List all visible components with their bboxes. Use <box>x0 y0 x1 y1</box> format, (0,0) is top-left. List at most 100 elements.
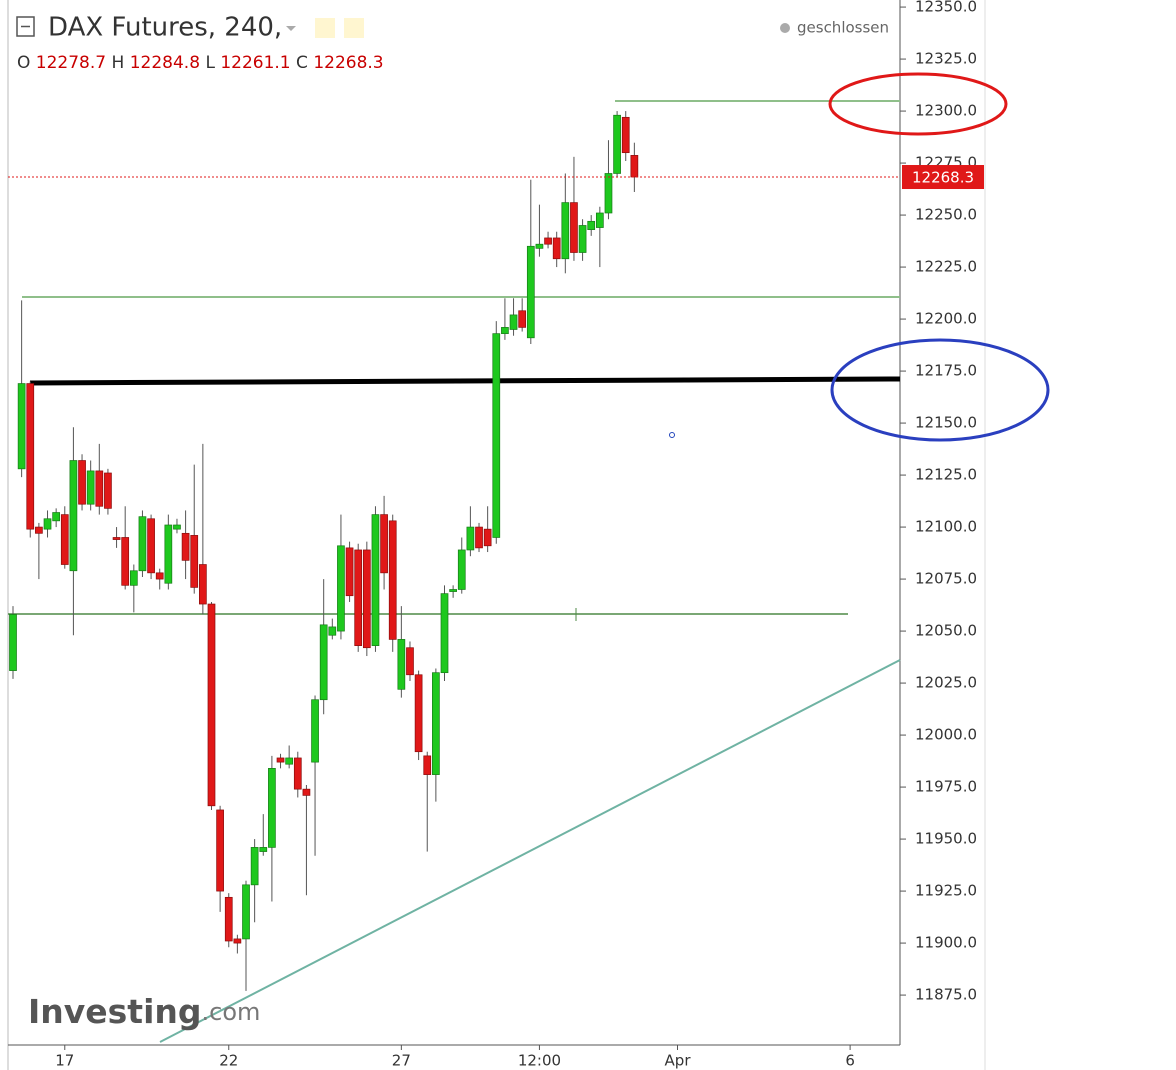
candle-body <box>233 938 242 944</box>
candle-body <box>78 460 86 505</box>
candle-body <box>52 512 61 522</box>
x-tick-label: 17 <box>55 1052 74 1070</box>
logo-suffix: .com <box>202 998 261 1026</box>
candle-body <box>380 514 388 574</box>
last-price-tag <box>902 165 984 190</box>
y-tick-label: 12250.0 <box>915 206 977 224</box>
candle-body <box>630 155 639 178</box>
candle-body <box>595 212 604 228</box>
y-tick-label: 12125.0 <box>915 466 977 484</box>
candle-body <box>95 470 104 507</box>
y-tick-label: 12075.0 <box>915 570 977 588</box>
y-tick-label: 11900.0 <box>915 934 977 952</box>
candle-body <box>518 310 527 328</box>
dropdown-caret[interactable] <box>286 26 296 31</box>
marker <box>669 432 675 438</box>
ohlc-legend: O 12278.7 H 12284.8 L 12261.1 C 12268.3 <box>17 53 384 73</box>
annotations <box>8 100 901 1043</box>
candle-body <box>466 526 475 551</box>
candles <box>8 111 900 991</box>
candle-body <box>587 220 596 230</box>
candle-body <box>259 847 268 852</box>
toolbar-icon[interactable] <box>315 18 335 38</box>
y-tick-label: 12300.0 <box>915 102 977 120</box>
candle-body <box>492 333 501 538</box>
candle-body <box>302 788 311 796</box>
candle-body <box>423 755 432 775</box>
y-tick-label: 11875.0 <box>915 986 977 1004</box>
y-tick-label: 12325.0 <box>915 50 977 68</box>
candle-body <box>224 896 233 942</box>
candle-body <box>17 383 26 470</box>
candle-body <box>164 524 173 584</box>
logo: Investing.com <box>28 992 260 1031</box>
candle-body <box>354 549 363 646</box>
candle-body <box>319 624 328 701</box>
candle-body <box>199 564 207 605</box>
y-tick-label: 12225.0 <box>915 258 977 276</box>
ohlc-label: L <box>205 53 215 73</box>
ohlc-label: C <box>296 53 308 73</box>
candle-body <box>362 549 371 649</box>
y-tick-label: 11950.0 <box>915 830 977 848</box>
candle-body <box>388 520 397 640</box>
candle-body <box>276 757 285 763</box>
trend-line <box>159 659 901 1043</box>
candle-body <box>544 237 552 245</box>
candle-body <box>9 614 17 671</box>
ohlc-label: O <box>17 53 30 73</box>
candle-body <box>43 518 52 530</box>
x-tick-label: 27 <box>392 1052 411 1070</box>
candle-body <box>121 537 130 586</box>
candle-body <box>311 699 319 763</box>
candle-body <box>457 549 466 590</box>
candle-body <box>475 526 483 549</box>
x-tick-label: Apr <box>665 1052 692 1070</box>
candle-body <box>432 672 440 775</box>
status: geschlossen <box>797 19 889 37</box>
candle-body <box>371 514 380 646</box>
y-tick-label: 12100.0 <box>915 518 977 536</box>
candle-body <box>604 173 613 214</box>
candle-body <box>501 327 509 334</box>
candle-body <box>268 768 276 848</box>
y-tick-label: 12175.0 <box>915 362 977 380</box>
candle-body <box>293 757 302 790</box>
candle-body <box>328 626 337 636</box>
candle-body <box>440 593 449 674</box>
highlight-ellipse <box>830 338 1050 442</box>
grid-layer <box>64 6 906 1050</box>
candle-body <box>60 514 69 565</box>
ohlc-value: 12268.3 <box>313 53 383 73</box>
highlight-ellipse <box>828 72 1008 136</box>
y-tick-label: 12050.0 <box>915 622 977 640</box>
y-tick-label: 12350.0 <box>915 0 977 16</box>
candle-body <box>155 572 164 580</box>
candle-body <box>414 674 423 753</box>
toolbar-icon[interactable] <box>344 18 364 38</box>
ohlc-value: 12261.1 <box>220 53 290 73</box>
candle-body <box>509 314 518 330</box>
ohlc-value: 12278.7 <box>36 53 106 73</box>
x-tick-label: 6 <box>845 1052 855 1070</box>
candle-body <box>561 202 570 260</box>
candle-body <box>570 202 578 253</box>
candle-body <box>216 809 224 892</box>
candle-body <box>86 470 95 505</box>
candle-body <box>242 884 250 940</box>
last-price-label: 12268.3 <box>912 169 974 187</box>
logo-text: Investing <box>28 992 202 1031</box>
x-tick-label: 12:00 <box>518 1052 561 1070</box>
candle-body <box>397 639 406 690</box>
candle-body <box>104 472 112 509</box>
chart-title: DAX Futures, 240, <box>48 13 282 43</box>
candle-body <box>345 547 354 597</box>
candle-body <box>483 528 492 547</box>
x-tick-label: 22 <box>219 1052 238 1070</box>
candle-body <box>147 518 155 574</box>
key-level-line <box>29 376 901 386</box>
collapse-icon[interactable] <box>16 16 35 37</box>
ohlc-label: H <box>112 53 125 73</box>
